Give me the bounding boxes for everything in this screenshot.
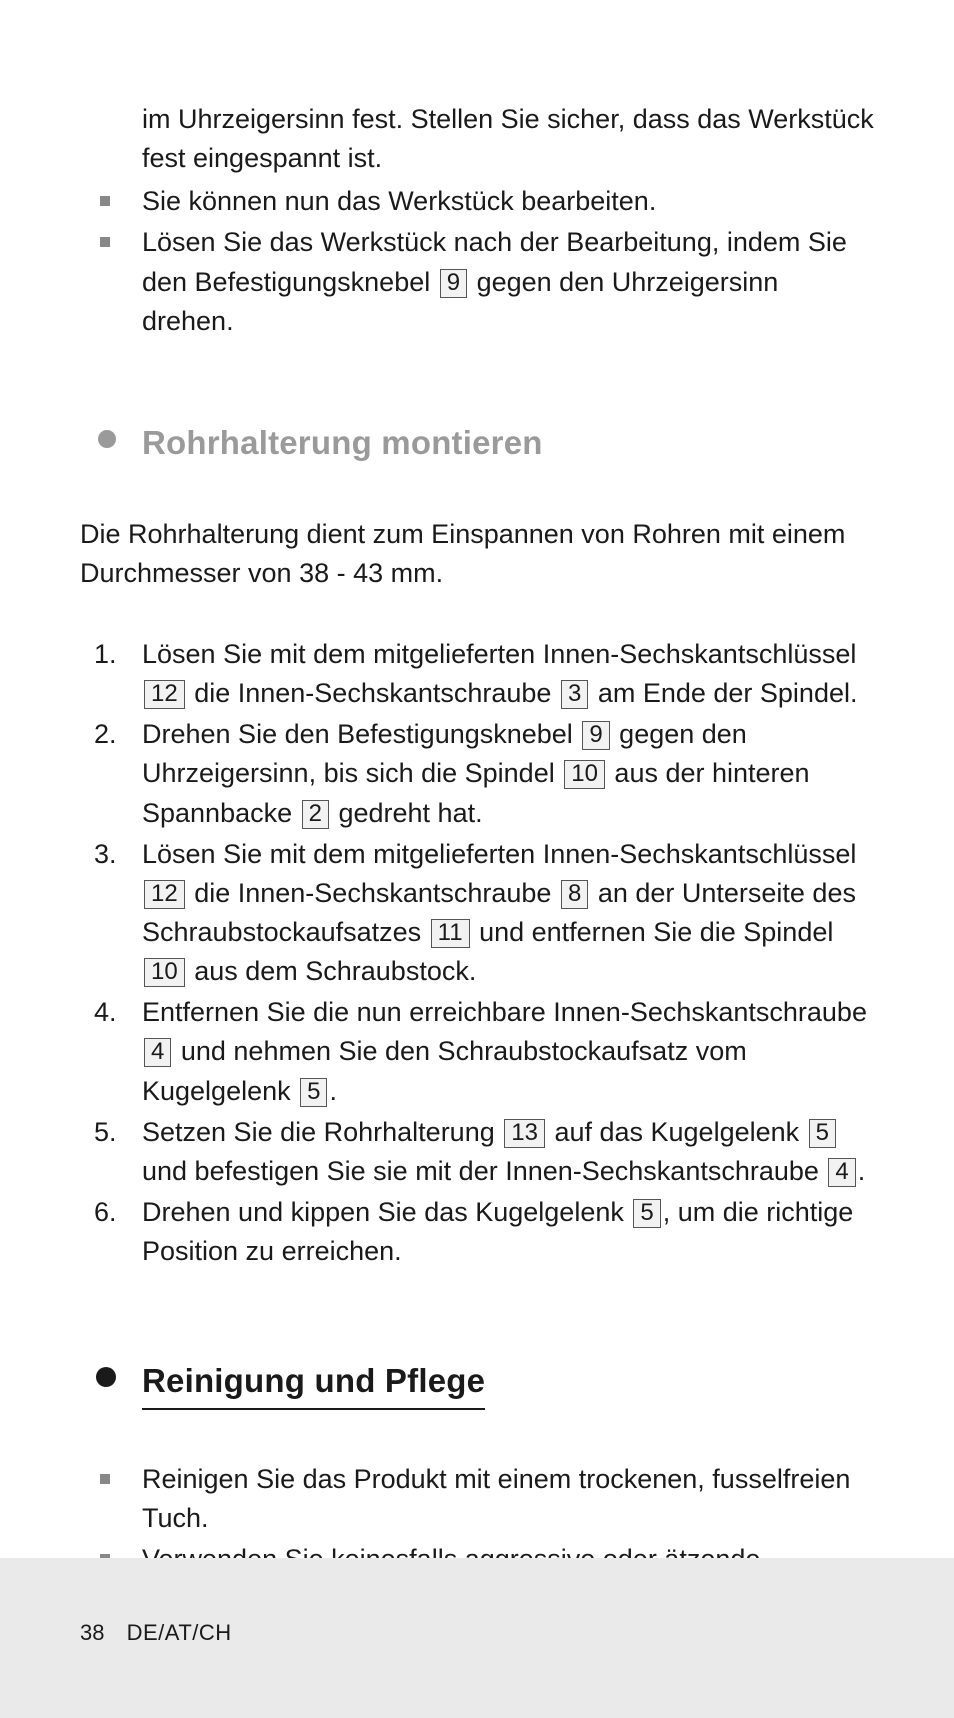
- part-ref: 5: [633, 1199, 660, 1228]
- step-text: Entfernen Sie die nun erreichbare Innen-…: [142, 997, 867, 1027]
- step-text: Setzen Sie die Rohrhalterung: [142, 1117, 502, 1147]
- step-text: und befestigen Sie sie mit der Innen-Sec…: [142, 1156, 826, 1186]
- step-text: die Innen-Sechskantschraube: [187, 878, 559, 908]
- part-ref: 2: [302, 800, 329, 829]
- step-text: gedreht hat.: [331, 798, 483, 828]
- part-ref: 8: [561, 880, 588, 909]
- numbered-steps: Lösen Sie mit dem mitgelieferten Innen-S…: [80, 635, 874, 1271]
- continuation-paragraph: im Uhrzeigersinn fest. Stellen Sie siche…: [80, 100, 874, 178]
- part-ref: 13: [504, 1119, 545, 1148]
- section-intro: Die Rohrhalterung dient zum Einspannen v…: [80, 515, 874, 593]
- part-ref: 10: [564, 760, 605, 789]
- part-ref: 5: [300, 1078, 327, 1107]
- page-footer: 38 DE/AT/CH: [0, 1558, 954, 1718]
- list-item: Lösen Sie mit dem mitgelieferten Innen-S…: [80, 635, 874, 713]
- step-text: auf das Kugelgelenk: [547, 1117, 807, 1147]
- part-ref: 4: [144, 1038, 171, 1067]
- step-text: Lösen Sie mit dem mitgelieferten Innen-S…: [142, 639, 856, 669]
- part-ref: 9: [440, 269, 467, 298]
- list-item: Drehen und kippen Sie das Kugelgelenk 5,…: [80, 1193, 874, 1271]
- part-ref: 10: [144, 958, 185, 987]
- part-ref: 12: [144, 880, 185, 909]
- step-text: Drehen Sie den Befestigungsknebel: [142, 719, 580, 749]
- list-item: Entfernen Sie die nun erreichbare Innen-…: [80, 993, 874, 1110]
- step-text: .: [329, 1076, 337, 1106]
- content-area: im Uhrzeigersinn fest. Stellen Sie siche…: [80, 100, 874, 1658]
- bullet-text: Reinigen Sie das Produkt mit einem trock…: [142, 1464, 850, 1533]
- footer-locale: DE/AT/CH: [127, 1620, 232, 1645]
- page-body: im Uhrzeigersinn fest. Stellen Sie siche…: [0, 0, 954, 1658]
- step-text: die Innen-Sechskantschraube: [187, 678, 559, 708]
- step-text: am Ende der Spindel.: [590, 678, 857, 708]
- heading-text: Rohrhalterung montieren: [142, 419, 874, 467]
- bullet-text: Sie können nun das Werkstück bearbeiten.: [142, 186, 656, 216]
- part-ref: 12: [144, 680, 185, 709]
- continuation-bullets: Sie können nun das Werkstück bearbeiten.…: [80, 182, 874, 341]
- step-text: aus dem Schraubstock.: [187, 956, 477, 986]
- list-item: Sie können nun das Werkstück bearbeiten.: [80, 182, 874, 221]
- section-heading-reinigung: Reinigung und Pflege: [80, 1357, 874, 1410]
- part-ref: 9: [582, 721, 609, 750]
- list-item: Drehen Sie den Befestigungsknebel 9 gege…: [80, 715, 874, 832]
- step-text: .: [858, 1156, 866, 1186]
- list-item: Lösen Sie das Werkstück nach der Bearbei…: [80, 223, 874, 340]
- part-ref: 5: [809, 1119, 836, 1148]
- part-ref: 11: [431, 919, 470, 948]
- list-item: Lösen Sie mit dem mitgelieferten Innen-S…: [80, 835, 874, 992]
- page-number: 38: [80, 1620, 104, 1645]
- step-text: und entfernen Sie die Spindel: [472, 917, 834, 947]
- part-ref: 3: [561, 680, 588, 709]
- section-heading-rohrhalterung: Rohrhalterung montieren: [80, 419, 874, 467]
- step-text: Drehen und kippen Sie das Kugelgelenk: [142, 1197, 631, 1227]
- list-item: Reinigen Sie das Produkt mit einem trock…: [80, 1460, 874, 1538]
- part-ref: 4: [828, 1158, 855, 1187]
- heading-text: Reinigung und Pflege: [142, 1357, 485, 1410]
- step-text: Lösen Sie mit dem mitgelieferten Innen-S…: [142, 839, 856, 869]
- step-text: und nehmen Sie den Schraubstockaufsatz v…: [142, 1036, 747, 1105]
- list-item: Setzen Sie die Rohrhalterung 13 auf das …: [80, 1113, 874, 1191]
